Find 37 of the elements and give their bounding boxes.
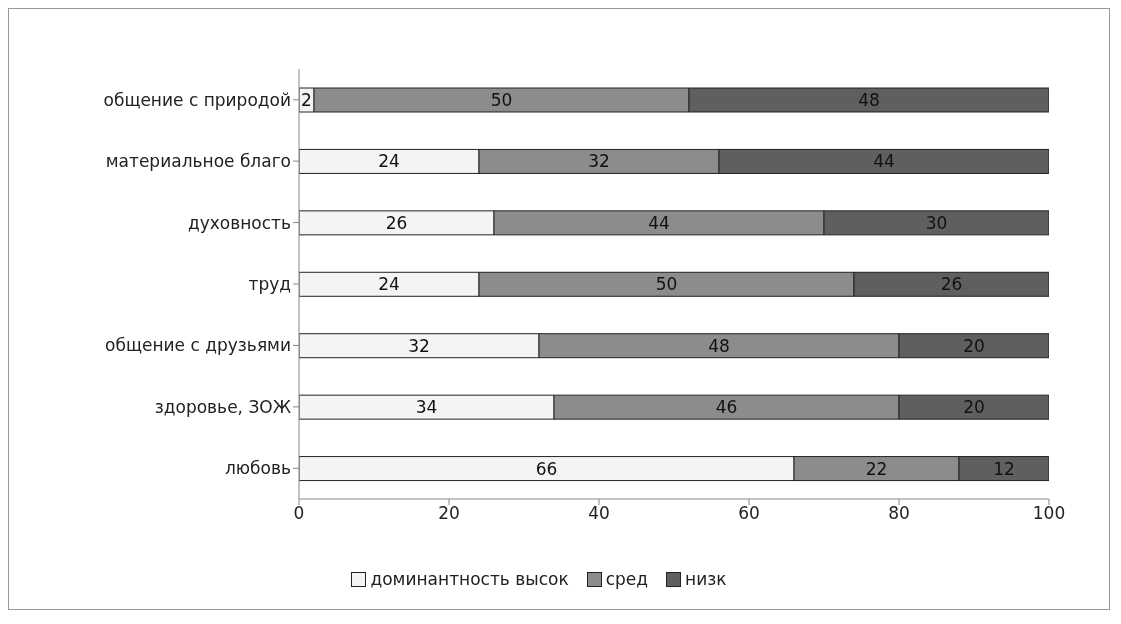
- y-tick-label: здоровье, ЗОЖ: [154, 396, 291, 417]
- data-label: 44: [873, 151, 895, 172]
- legend-label: доминантность высок: [370, 569, 569, 589]
- data-label: 46: [715, 397, 738, 418]
- data-label: 50: [490, 90, 513, 111]
- data-label: 2: [301, 90, 312, 111]
- data-label: 20: [963, 397, 985, 418]
- y-tick-label: общение с природой: [103, 89, 291, 110]
- y-tick-label: общение с друзьями: [105, 335, 291, 356]
- x-tick-label: 0: [293, 503, 305, 524]
- legend-label: низк: [685, 569, 727, 589]
- data-label: 24: [378, 274, 400, 295]
- data-label: 22: [865, 458, 888, 479]
- data-label: 12: [993, 458, 1015, 479]
- y-tick-label: духовность: [187, 212, 291, 233]
- data-label: 32: [588, 151, 610, 172]
- data-label: 50: [655, 274, 678, 295]
- x-tick-label: 60: [738, 503, 760, 524]
- data-label: 26: [940, 274, 963, 295]
- data-label: 30: [925, 212, 948, 233]
- y-tick-label: любовь: [224, 458, 291, 479]
- data-label: 26: [385, 212, 408, 233]
- legend-label: сред: [605, 569, 649, 589]
- x-tick-label: 100: [1032, 503, 1066, 524]
- y-tick-label: материальное благо: [105, 151, 291, 172]
- data-label: 66: [535, 458, 558, 479]
- data-label: 34: [415, 397, 438, 418]
- x-tick-label: 80: [888, 503, 910, 524]
- data-label: 48: [858, 90, 880, 111]
- data-label: 20: [963, 335, 985, 356]
- data-label: 44: [648, 212, 670, 233]
- data-label: 32: [408, 335, 430, 356]
- data-label: 48: [708, 335, 730, 356]
- x-tick-label: 40: [588, 503, 610, 524]
- x-tick-label: 20: [438, 503, 460, 524]
- data-label: 24: [378, 151, 400, 172]
- y-tick-label: труд: [248, 274, 291, 295]
